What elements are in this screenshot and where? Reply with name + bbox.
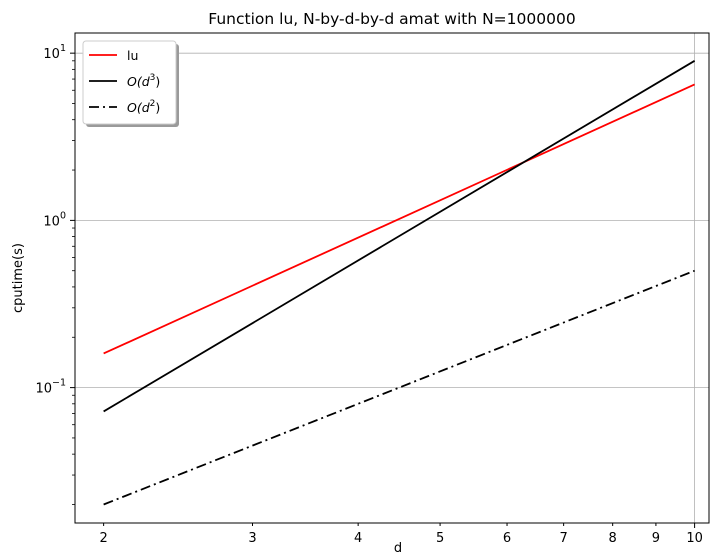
series-line-1 [103,60,696,413]
x-tick-label: 8 [609,531,617,546]
series-line-0 [103,83,695,355]
x-tick-label: 3 [248,531,256,546]
y-axis-label: cputime(s) [11,243,26,313]
y-axis: 10−1 100 101 [35,43,75,505]
x-axis: 2 3 4 5 6 7 8 9 10 [99,523,703,546]
legend-label-0: lu [127,48,138,63]
y-tick-label: 101 [43,43,66,62]
plot-frame [74,32,710,524]
x-tick-label: 5 [436,531,444,546]
y-tick-label: 100 [43,210,66,229]
x-tick-label: 2 [99,531,107,546]
x-tick-label: 4 [354,531,362,546]
chart-title: Function lu, N-by-d-by-d amat with N=100… [208,10,575,28]
x-tick-label: 7 [559,531,567,546]
legend-label-1: O(d3) [127,73,160,89]
legend-label-2: O(d2) [127,99,160,115]
x-tick-label: 6 [503,531,511,546]
series-line-2 [103,269,695,506]
x-tick-label: 9 [652,531,660,546]
x-tick-label: 10 [686,531,703,546]
grid [75,33,709,523]
x-axis-label: d [394,541,402,556]
legend[interactable]: lu O(d3) O(d2) [82,40,179,127]
legend-box [82,40,177,125]
series-group [103,60,696,506]
y-tick-label: 10−1 [35,378,66,397]
